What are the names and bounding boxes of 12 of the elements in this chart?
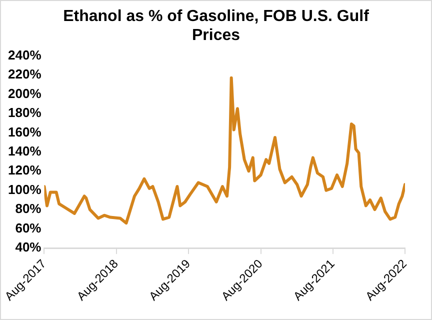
y-tick-label: 60% [15,220,42,236]
y-tick-label: 120% [8,162,42,178]
y-tick-label: 140% [8,143,42,158]
y-tick-label: 200% [8,86,42,101]
chart-title: Ethanol as % of Gasoline, FOB U.S. Gulf Prices [62,7,370,45]
y-tick-label: 40% [15,240,42,255]
y-tick-label: 160% [8,124,42,140]
y-tick-label: 240% [8,47,42,62]
y-tick-label: 220% [8,66,42,82]
y-tick-label: 80% [15,201,42,216]
y-tick-label: 100% [8,182,42,197]
y-tick-label: 180% [8,105,42,120]
